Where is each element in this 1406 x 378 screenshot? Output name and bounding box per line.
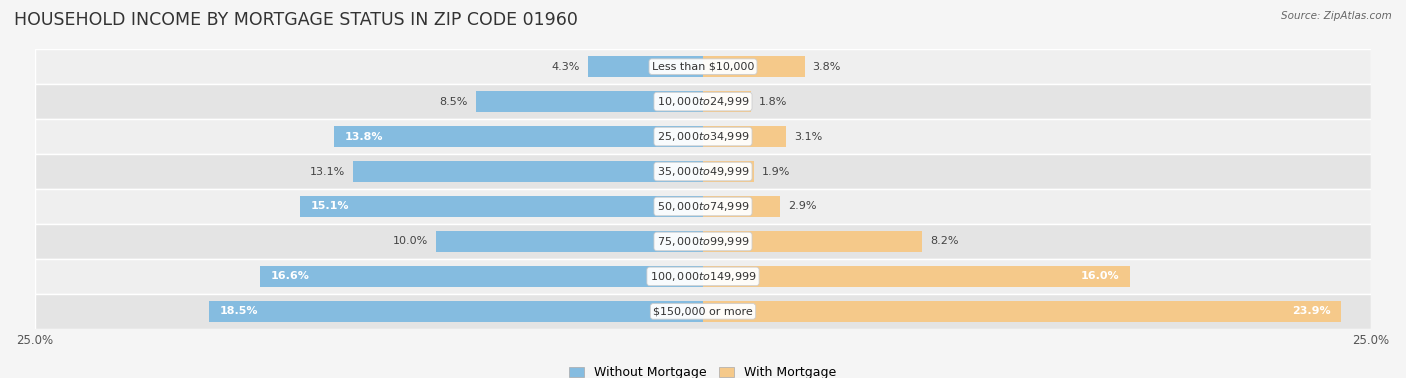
Bar [436,231,703,252]
Text: 8.5%: 8.5% [440,97,468,107]
Bar [703,91,751,112]
Text: 1.8%: 1.8% [759,97,787,107]
Bar [703,161,754,182]
Text: 2.9%: 2.9% [789,201,817,211]
Bar [703,56,804,77]
Text: Source: ZipAtlas.com: Source: ZipAtlas.com [1281,11,1392,21]
Bar [35,49,1371,84]
Bar [35,224,1371,259]
Text: 13.8%: 13.8% [344,132,384,141]
Bar [353,161,703,182]
Bar [335,126,703,147]
Text: Less than $10,000: Less than $10,000 [652,62,754,71]
Bar [703,266,1130,287]
Text: $75,000 to $99,999: $75,000 to $99,999 [657,235,749,248]
Text: 1.9%: 1.9% [762,167,790,177]
Bar [35,294,1371,329]
Bar [475,91,703,112]
Text: $50,000 to $74,999: $50,000 to $74,999 [657,200,749,213]
Bar [703,231,922,252]
Text: 16.6%: 16.6% [270,271,309,281]
Bar [35,189,1371,224]
Bar [260,266,703,287]
Bar [35,259,1371,294]
Bar [703,126,786,147]
Text: 8.2%: 8.2% [931,237,959,246]
Bar [703,196,780,217]
Text: HOUSEHOLD INCOME BY MORTGAGE STATUS IN ZIP CODE 01960: HOUSEHOLD INCOME BY MORTGAGE STATUS IN Z… [14,11,578,29]
Text: 13.1%: 13.1% [309,167,344,177]
Text: 10.0%: 10.0% [392,237,427,246]
Bar [35,154,1371,189]
Text: 18.5%: 18.5% [219,307,257,316]
Text: $150,000 or more: $150,000 or more [654,307,752,316]
Bar [703,301,1341,322]
Bar [299,196,703,217]
Text: $10,000 to $24,999: $10,000 to $24,999 [657,95,749,108]
Legend: Without Mortgage, With Mortgage: Without Mortgage, With Mortgage [564,361,842,378]
Text: 23.9%: 23.9% [1292,307,1330,316]
Bar [588,56,703,77]
Bar [35,119,1371,154]
Text: 3.8%: 3.8% [813,62,841,71]
Text: $25,000 to $34,999: $25,000 to $34,999 [657,130,749,143]
Text: $100,000 to $149,999: $100,000 to $149,999 [650,270,756,283]
Text: 16.0%: 16.0% [1081,271,1119,281]
Text: 15.1%: 15.1% [311,201,349,211]
Bar [35,84,1371,119]
Text: 4.3%: 4.3% [551,62,581,71]
Text: $35,000 to $49,999: $35,000 to $49,999 [657,165,749,178]
Bar [208,301,703,322]
Text: 3.1%: 3.1% [794,132,823,141]
